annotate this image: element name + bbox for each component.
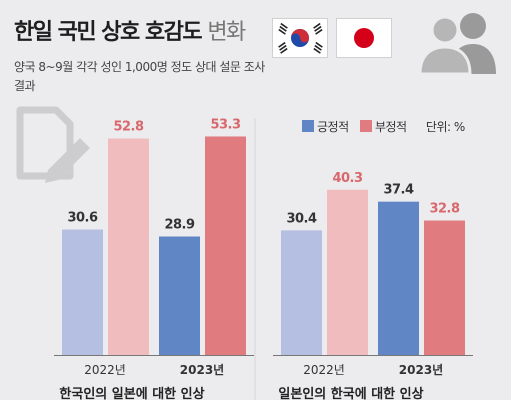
document-edit-icon <box>14 104 94 192</box>
legend-swatch-positive <box>302 120 314 132</box>
japan-flag-icon <box>336 18 392 58</box>
bar-2-2-2 <box>424 220 465 355</box>
category-label-1-1: 2022년 <box>84 363 126 377</box>
people-icon <box>412 8 504 78</box>
data-label-1-1-1: 30.6 <box>67 211 98 226</box>
category-label-1-2: 2023년 <box>180 363 224 377</box>
bar-1-1-2 <box>108 138 149 355</box>
south-korea-flag-icon <box>272 18 328 58</box>
unit-label: 단위: % <box>425 120 465 134</box>
bar-2-2-1 <box>378 201 419 355</box>
page-title: 한일 국민 상호 호감도 변화 <box>14 14 246 46</box>
title-main: 한일 국민 상호 호감도 <box>14 20 203 45</box>
data-label-1-2-2: 53.3 <box>210 117 241 132</box>
legend-item-negative: 부정적 <box>359 120 407 134</box>
chart-legend: 긍정적 부정적 단위: % <box>302 118 465 135</box>
title-suffix: 변화 <box>207 20 246 45</box>
legend-item-positive: 긍정적 <box>302 120 349 134</box>
bar-2-1-1 <box>281 230 322 355</box>
bar-2-1-2 <box>327 189 368 355</box>
subtitle: 양국 8~9월 각각 성인 1,000명 정도 상대 설문 조사 결과 <box>14 60 265 93</box>
legend-label-positive: 긍정적 <box>317 120 349 134</box>
category-label-2-2: 2023년 <box>399 363 443 377</box>
bar-1-2-1 <box>159 236 200 355</box>
data-label-2-2-2: 32.8 <box>429 202 460 217</box>
category-label-2-1: 2022년 <box>303 363 345 377</box>
bar-1-2-2 <box>205 136 246 355</box>
chart-caption-1: 한국인의 일본에 대한 인상 <box>59 386 204 400</box>
data-label-2-1-2: 40.3 <box>332 171 363 186</box>
legend-swatch-negative <box>359 120 372 132</box>
data-label-2-2-1: 37.4 <box>383 183 414 198</box>
data-label-2-1-1: 30.4 <box>286 211 317 226</box>
data-label-1-2-1: 28.9 <box>164 218 195 233</box>
chart-caption-2: 일본인의 한국에 대한 인상 <box>278 386 423 400</box>
legend-label-negative: 부정적 <box>374 120 407 134</box>
data-label-1-1-2: 52.8 <box>113 120 144 135</box>
bar-1-1-1 <box>62 229 103 355</box>
